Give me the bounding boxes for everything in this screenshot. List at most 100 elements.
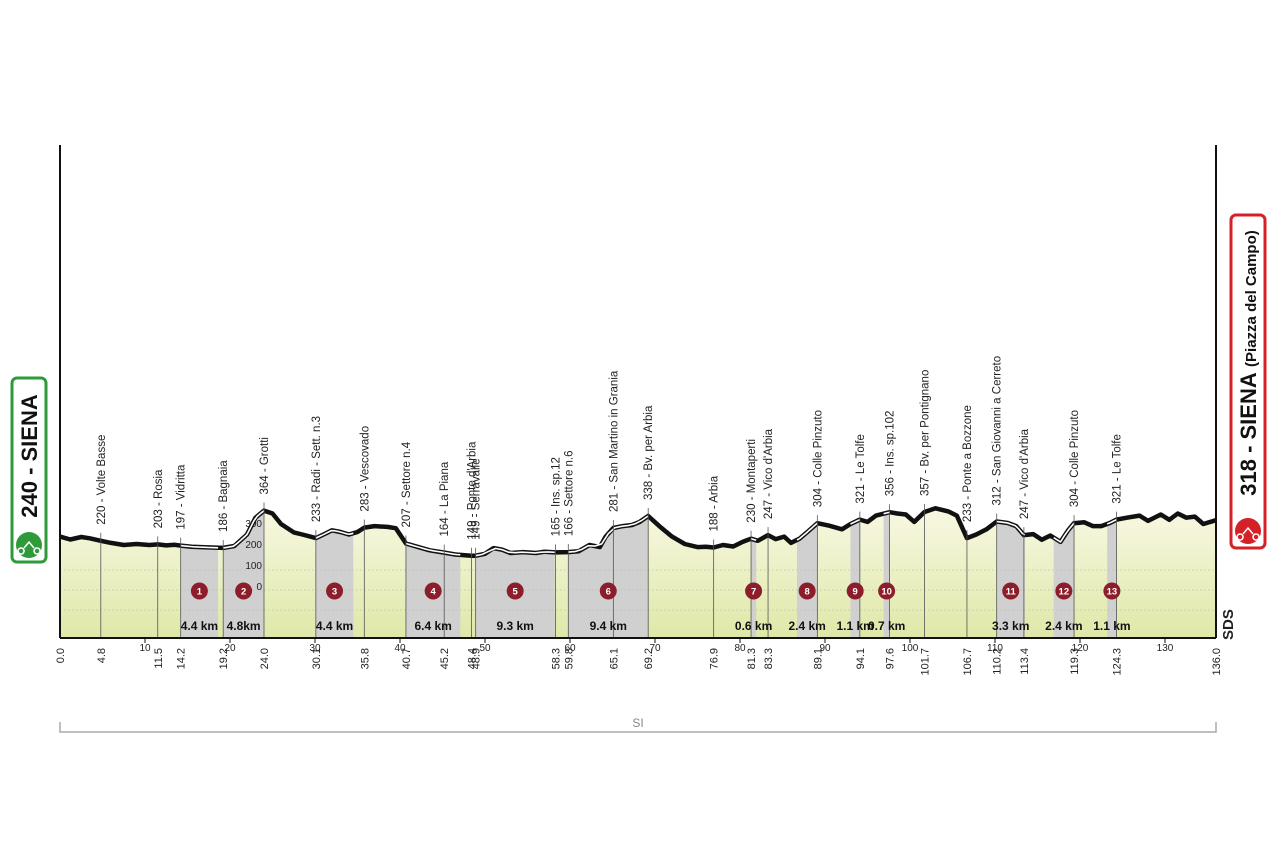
x-axis: 0.0 4.8 11.5 14.2 19.2 24.0 30.1 35.8 40.7 45.2 48… bbox=[55, 145, 1237, 733]
km-label: 40.7 bbox=[401, 648, 413, 669]
km-label: 101.7 bbox=[919, 648, 931, 676]
sector-number: 9 bbox=[853, 587, 858, 598]
gravel-sector-area bbox=[996, 521, 1025, 638]
start-finish-markers: 240 - SIENA 318 - SIENA (Piazza del Campo… bbox=[10, 213, 1267, 564]
start-bike-glyph bbox=[17, 540, 41, 555]
waypoint-label: 321 - Le Tolfe bbox=[855, 434, 867, 503]
sector-number: 12 bbox=[1059, 587, 1070, 598]
waypoint-label: 149 - Ponte d'Arbia bbox=[466, 441, 478, 540]
x-tick-label: 120 bbox=[1072, 643, 1089, 654]
sector-number: 7 bbox=[751, 587, 756, 598]
km-label: 110.2 bbox=[992, 648, 1004, 675]
sector-length: 1.1 km bbox=[1093, 619, 1130, 633]
finish-bike-glyph bbox=[1236, 526, 1260, 541]
waypoint-label: 304 - Colle Pinzuto bbox=[1069, 410, 1081, 507]
sector-length: 3.3 km bbox=[992, 619, 1029, 633]
sector-length: 2.4 km bbox=[1045, 619, 1082, 633]
waypoint-label: 312 - San Giovanni a Cerreto bbox=[992, 356, 1004, 506]
y-tick-label: 0 bbox=[256, 582, 262, 593]
km-label: 113.4 bbox=[1019, 648, 1031, 675]
sector-number-badge bbox=[190, 582, 208, 600]
sector-length: 4.4 km bbox=[181, 619, 218, 633]
sector-number: 5 bbox=[513, 587, 519, 598]
sector-length: 0.6 km bbox=[735, 619, 772, 633]
start-label: 240 - SIENA bbox=[17, 394, 42, 518]
sector-number: 6 bbox=[606, 587, 611, 598]
waypoint-label: 233 - Ponte a Bozzone bbox=[962, 405, 974, 522]
km-label: 83.3 bbox=[763, 648, 775, 669]
km-label: 119.3 bbox=[1069, 648, 1081, 675]
sector-number-badge bbox=[878, 582, 896, 600]
start-bike-icon bbox=[16, 532, 42, 558]
waypoint-label: 281 - San Martino in Grania bbox=[608, 370, 620, 512]
waypoint-label: 220 - Volte Basse bbox=[96, 435, 108, 525]
waypoint-labels: 220 - Volte Basse 203 - Rosia 197 - Vidrit… bbox=[96, 356, 1131, 638]
finish-label-main: 318 - SIENA bbox=[1236, 367, 1261, 496]
gravel-sector-line bbox=[568, 515, 649, 553]
waypoint-label: 203 - Rosia bbox=[153, 469, 165, 528]
x-tick-label: 90 bbox=[819, 643, 831, 654]
sector-number: 10 bbox=[881, 587, 892, 598]
gravel-sector-line bbox=[475, 547, 555, 557]
waypoint-label: 164 - La Piana bbox=[439, 461, 451, 536]
finish-label: 318 - SIENA (Piazza del Campo) bbox=[1236, 230, 1261, 496]
waypoint-label: 166 - Settore n.6 bbox=[563, 450, 575, 536]
waypoint-label: 165 - Ins. sp.12 bbox=[551, 457, 563, 536]
km-label: 124.3 bbox=[1112, 648, 1124, 676]
km-label: 94.1 bbox=[855, 648, 867, 669]
gravel-sector-area bbox=[850, 519, 860, 638]
sector-length: 1.1 km bbox=[836, 619, 873, 633]
gravel-sector-line bbox=[315, 529, 354, 539]
x-tick-label: 110 bbox=[987, 643, 1003, 654]
km-label: 59.8 bbox=[563, 648, 575, 669]
country-label: SI bbox=[632, 716, 643, 730]
km-label: 65.1 bbox=[608, 648, 620, 669]
sector-number-badge bbox=[506, 582, 524, 600]
waypoint-label: 207 - Settore n.4 bbox=[401, 441, 413, 527]
sector-length: 0.7 km bbox=[868, 619, 905, 633]
km-label: 48.4 bbox=[466, 648, 478, 669]
sector-number: 8 bbox=[805, 587, 810, 598]
country-bracket bbox=[59, 722, 1217, 733]
waypoint-label: 149 - Serravalle bbox=[471, 459, 483, 540]
finish-marker bbox=[1229, 213, 1267, 550]
km-label: 97.6 bbox=[885, 648, 897, 669]
km-label: 69.2 bbox=[643, 648, 655, 669]
km-label: 58.3 bbox=[551, 648, 563, 669]
km-label: 35.8 bbox=[359, 648, 371, 669]
sector-number: 3 bbox=[332, 587, 337, 598]
sector-number-badge bbox=[1055, 582, 1073, 600]
waypoint-label: 364 - Grotti bbox=[259, 437, 271, 495]
gravel-sector-line bbox=[750, 537, 757, 542]
sector-length: 6.4 km bbox=[414, 619, 451, 633]
gravel-sector-area bbox=[797, 523, 818, 638]
gravel-sector-line bbox=[850, 518, 861, 525]
waypoint-label: 283 - Vescovado bbox=[359, 426, 371, 512]
km-label: 76.9 bbox=[709, 648, 721, 669]
x-tick-label: 40 bbox=[394, 643, 406, 654]
start-marker bbox=[10, 376, 48, 564]
sector-number-badge bbox=[599, 582, 617, 600]
x-tick-label: 50 bbox=[479, 643, 491, 654]
y-tick-label: 200 bbox=[245, 540, 262, 551]
km-label: 11.5 bbox=[153, 648, 165, 669]
y-tick-label: 100 bbox=[245, 561, 262, 572]
sector-number-badge bbox=[1002, 582, 1020, 600]
km-label: 0.0 bbox=[55, 648, 67, 663]
sector-number: 2 bbox=[241, 587, 246, 598]
waypoint-label: 188 - Arbia bbox=[709, 475, 721, 531]
x-tick-label: 30 bbox=[309, 643, 321, 654]
x-tick-label: 20 bbox=[224, 643, 236, 654]
sector-number: 4 bbox=[431, 587, 437, 598]
waypoint-label: 338 - Bv. per Arbia bbox=[643, 405, 655, 500]
waypoint-label: 197 - Vidritta bbox=[176, 464, 188, 530]
gravel-sector-area bbox=[1107, 519, 1117, 638]
km-label: 48.9 bbox=[471, 648, 483, 669]
km-label: 19.2 bbox=[218, 648, 230, 669]
x-tick-label: 60 bbox=[564, 643, 576, 654]
km-label: 89.1 bbox=[812, 648, 824, 669]
km-label: 4.8 bbox=[96, 648, 108, 663]
sector-number-badge bbox=[326, 582, 344, 600]
x-tick-label: 80 bbox=[734, 643, 746, 654]
